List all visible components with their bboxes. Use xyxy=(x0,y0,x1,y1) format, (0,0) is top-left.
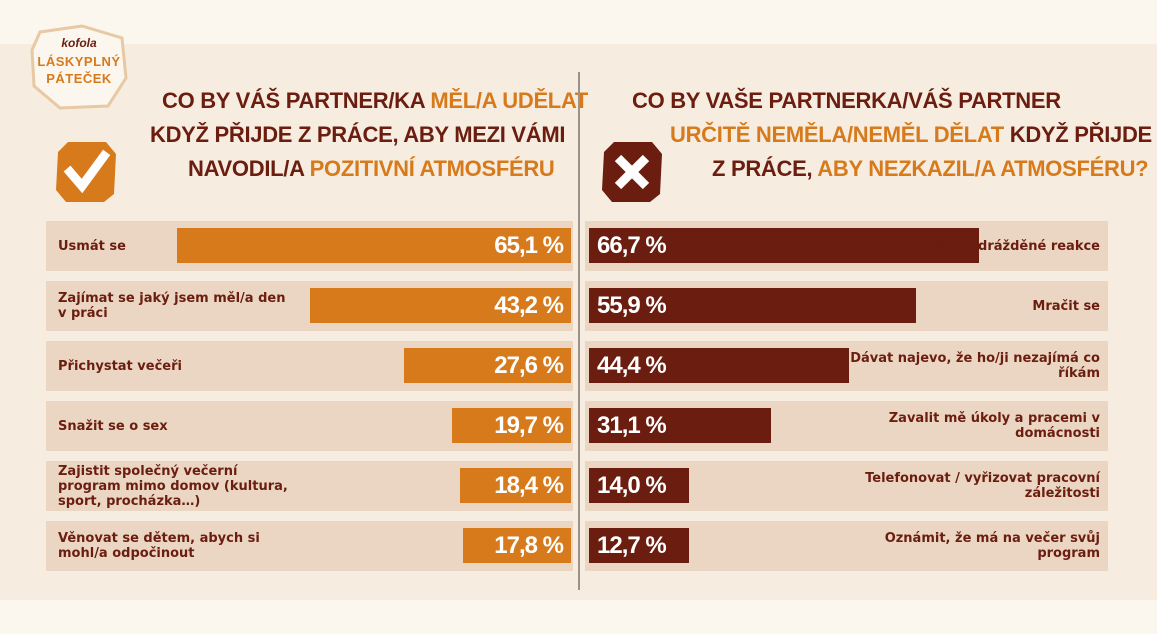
left-value-label: 65,1 % xyxy=(494,232,564,259)
right-value-label: 31,1 % xyxy=(597,412,667,439)
left-value-label: 17,8 % xyxy=(494,532,564,559)
right-row: 12,7 % Oznámit, že má na večer svůj progr… xyxy=(585,521,1108,571)
right-heading: CO BY VAŠE PARTNERKA/VÁŠ PARTNER URČITĚ … xyxy=(632,84,1152,194)
right-heading-line2: URČITĚ NEMĚLA/NEMĚL DĚLAT KDYŽ PŘIJDE xyxy=(670,122,1152,147)
right-category-label: Telefonovat / vyřizovat pracovní záležit… xyxy=(865,471,1100,501)
left-bar: 19,7 % xyxy=(451,408,571,443)
right-value-label: 12,7 % xyxy=(597,532,667,559)
left-row: Přichystat večeři 27,6 % xyxy=(46,341,573,391)
logo-line1: LÁSKYPLNÝ xyxy=(37,54,121,69)
left-category-label: Snažit se o sex xyxy=(58,418,168,434)
left-category-label: Zajistit společný večerní program mimo d… xyxy=(58,463,288,509)
left-value-label: 43,2 % xyxy=(494,292,564,319)
right-bar: 66,7 % xyxy=(589,228,979,263)
right-value-label: 14,0 % xyxy=(597,472,667,499)
right-row: 14,0 % Telefonovat / vyřizovat pracovní z… xyxy=(585,461,1108,511)
left-row: Zajímat se jaký jsem měl/a den v práci 43… xyxy=(46,281,573,331)
logo-brand: kofola xyxy=(61,36,97,50)
left-value-label: 19,7 % xyxy=(494,412,564,439)
left-bar: 17,8 % xyxy=(463,528,571,563)
right-bar: 14,0 % xyxy=(589,468,689,503)
logo-badge-shape xyxy=(30,24,128,110)
logo-line2: PÁTEČEK xyxy=(46,71,112,86)
center-divider xyxy=(578,72,580,590)
left-bar: 27,6 % xyxy=(403,348,571,383)
cross-icon xyxy=(600,140,664,204)
right-bar: 31,1 % xyxy=(589,408,771,443)
left-category-label: Přichystat večeři xyxy=(58,358,182,374)
left-value-label: 18,4 % xyxy=(494,472,564,499)
left-heading-line3: NAVODIL/A POZITIVNÍ ATMOSFÉRU xyxy=(188,156,555,181)
right-row: 66,7 % Mít podrážděné reakce xyxy=(585,221,1108,271)
right-heading-line1: CO BY VAŠE PARTNERKA/VÁŠ PARTNER xyxy=(632,88,1061,113)
left-category-label: Usmát se xyxy=(58,238,126,254)
right-category-label: Zavalit mě úkoly a pracemi v domácnosti xyxy=(888,411,1100,441)
right-value-label: 66,7 % xyxy=(597,232,667,259)
left-row: Usmát se 65,1 % xyxy=(46,221,573,271)
left-heading: CO BY VÁŠ PARTNER/KA MĚL/A UDĚLAT KDYŽ P… xyxy=(150,84,588,194)
left-heading-line2: KDYŽ PŘIJDE Z PRÁCE, ABY MEZI VÁMI xyxy=(150,122,566,147)
left-category-label: Věnovat se dětem, abych si mohl/a odpoči… xyxy=(58,531,260,561)
left-heading-line1: CO BY VÁŠ PARTNER/KA MĚL/A UDĚLAT xyxy=(162,88,589,113)
left-bar: 18,4 % xyxy=(459,468,571,503)
right-value-label: 55,9 % xyxy=(597,292,667,319)
right-row: 55,9 % Mračit se xyxy=(585,281,1108,331)
left-value-label: 27,6 % xyxy=(494,352,564,379)
left-row: Snažit se o sex 19,7 % xyxy=(46,401,573,451)
right-bar: 12,7 % xyxy=(589,528,689,563)
right-category-label: Mračit se xyxy=(1032,298,1100,314)
left-bar: 65,1 % xyxy=(177,228,571,263)
right-value-label: 44,4 % xyxy=(597,352,667,379)
right-row: 44,4 % Dávat najevo, že ho/ji nezajímá co… xyxy=(585,341,1108,391)
left-row: Věnovat se dětem, abych si mohl/a odpoči… xyxy=(46,521,573,571)
checkmark-icon xyxy=(54,140,118,204)
left-category-label: Zajímat se jaký jsem měl/a den v práci xyxy=(58,291,286,321)
paper-top-edge xyxy=(0,0,1157,44)
right-bar: 55,9 % xyxy=(589,288,916,323)
left-bar: 43,2 % xyxy=(309,288,571,323)
right-bar: 44,4 % xyxy=(589,348,849,383)
right-row: 31,1 % Zavalit mě úkoly a pracemi v domác… xyxy=(585,401,1108,451)
paper-bottom-edge xyxy=(0,600,1157,634)
left-row: Zajistit společný večerní program mimo d… xyxy=(46,461,573,511)
right-category-label: Dávat najevo, že ho/ji nezajímá co říkám xyxy=(850,351,1100,381)
kofola-logo: kofola LÁSKYPLNÝ PÁTEČEK xyxy=(30,24,128,110)
right-heading-line3: Z PRÁCE, ABY NEZKAZIL/A ATMOSFÉRU? xyxy=(712,156,1149,181)
right-category-label: Mít podrážděné reakce xyxy=(931,238,1100,254)
right-category-label: Oznámit, že má na večer svůj program xyxy=(884,531,1100,561)
